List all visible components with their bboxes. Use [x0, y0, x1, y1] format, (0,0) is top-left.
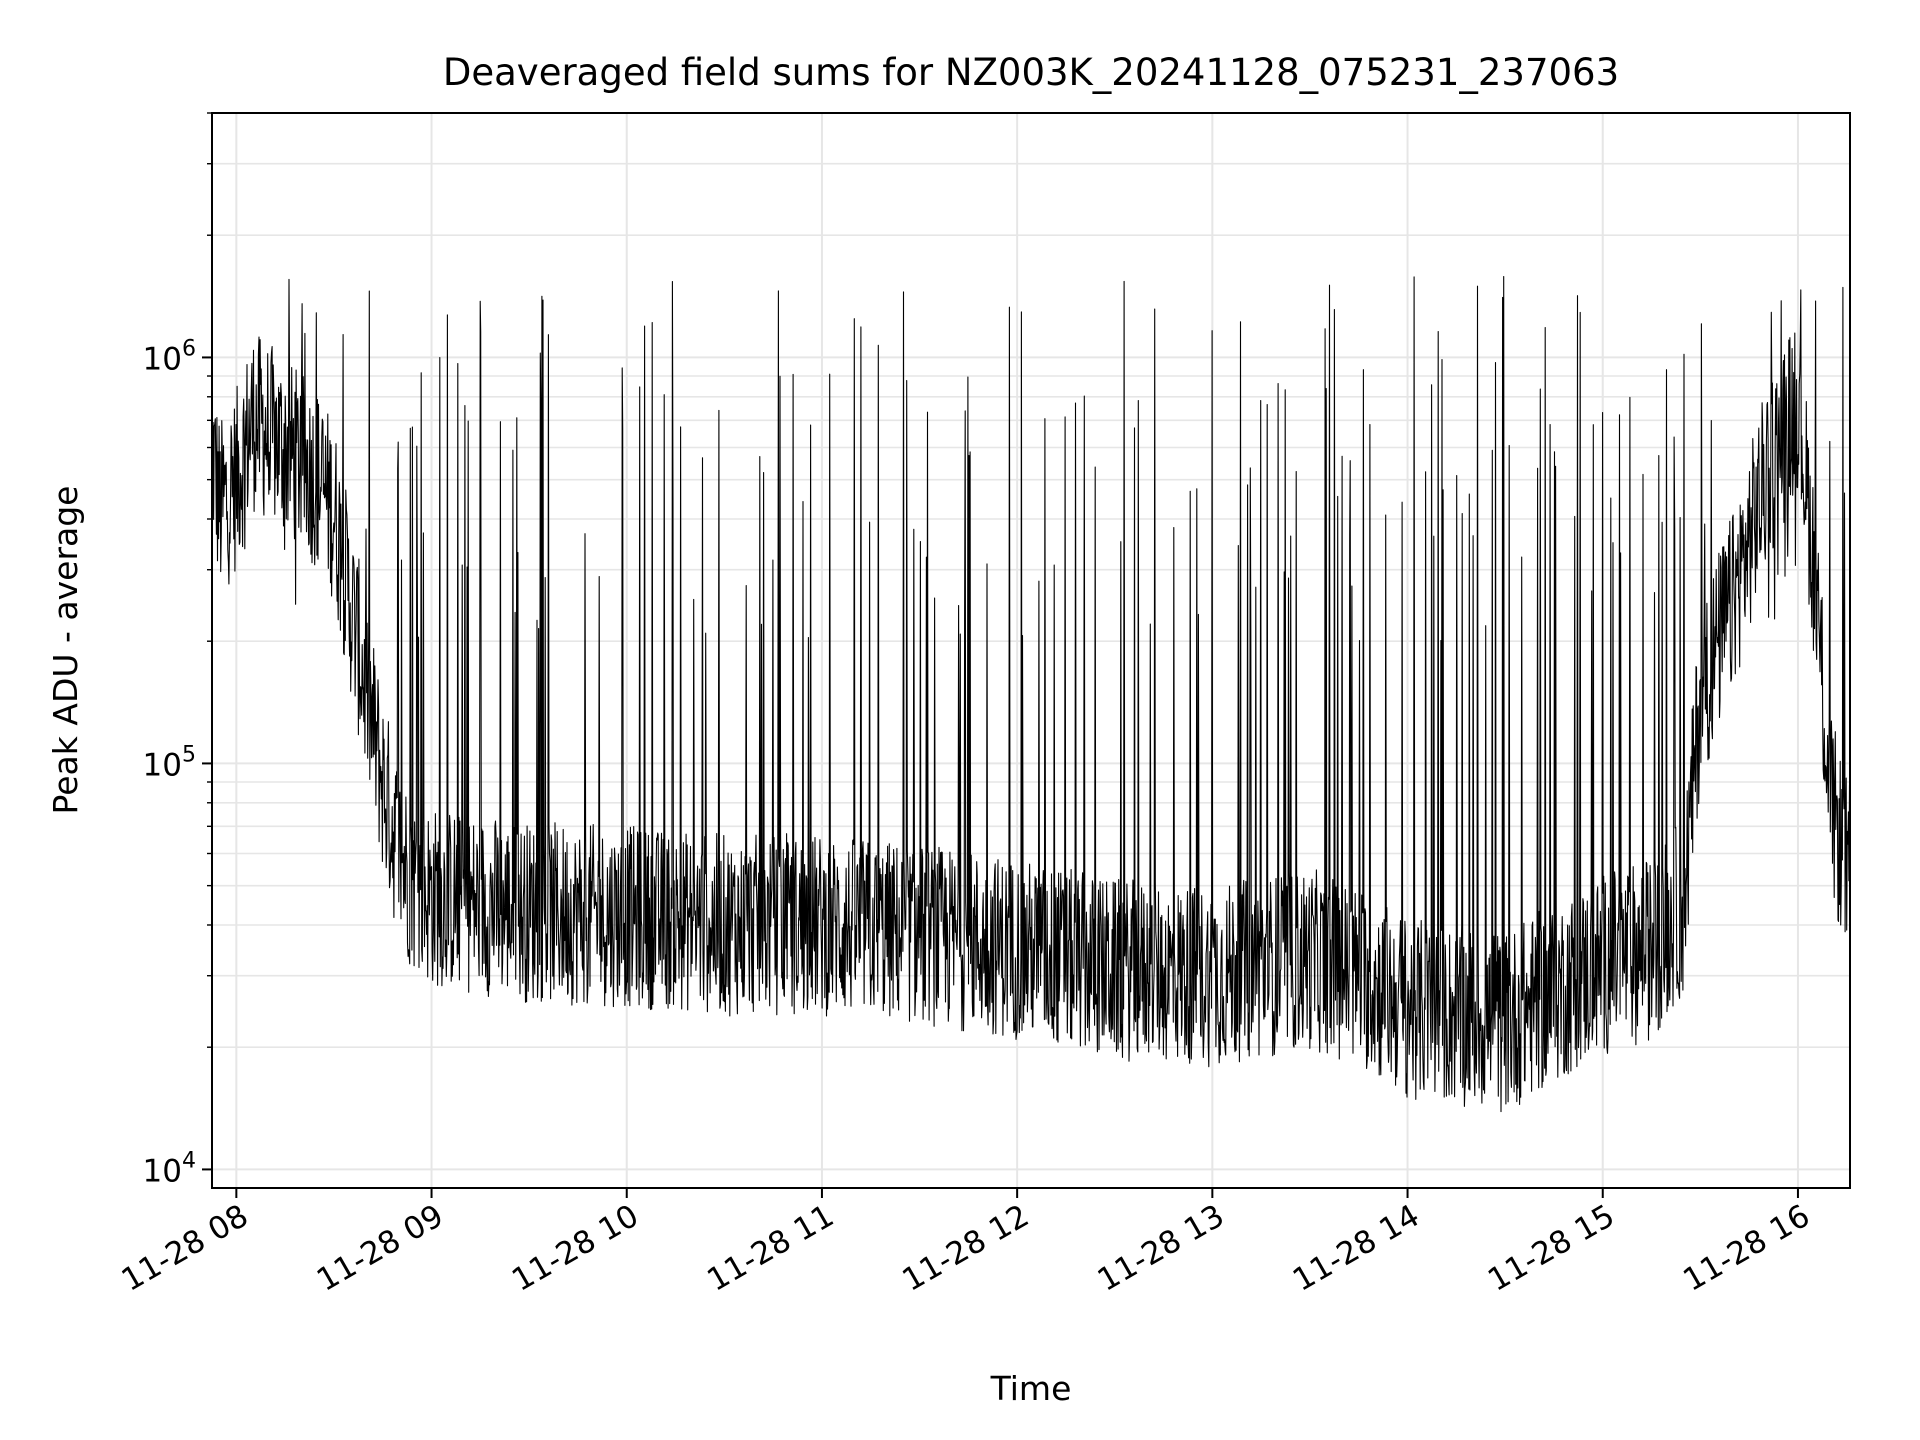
chart-title: Deaveraged field sums for NZ003K_2024112… — [443, 51, 1619, 94]
y-tick-label: 105 — [143, 742, 196, 783]
x-axis-label: Time — [990, 1369, 1072, 1408]
y-axis: 104 105 106 — [143, 112, 212, 1189]
y-tick-label: 104 — [143, 1148, 196, 1189]
y-tick-label: 106 — [143, 336, 196, 377]
plot-frame — [211, 112, 1851, 1189]
y-axis-label: Peak ADU - average — [46, 486, 85, 815]
series-line — [211, 275, 1851, 1113]
